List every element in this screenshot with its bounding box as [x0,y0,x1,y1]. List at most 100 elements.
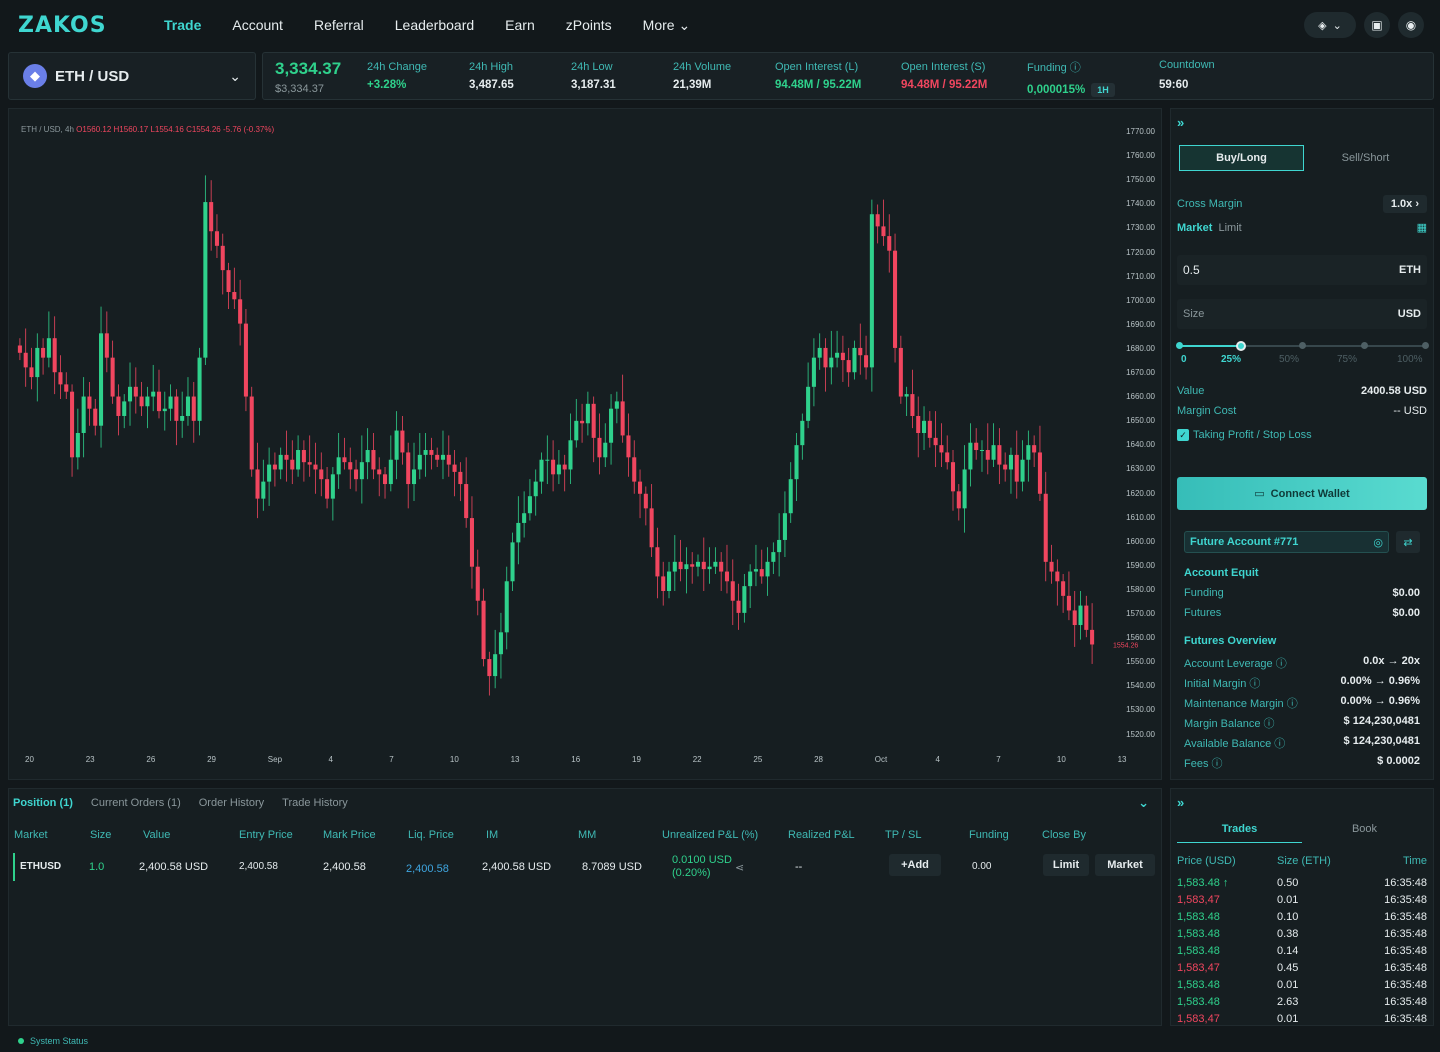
candle-body [510,542,515,582]
stat-24h-high: 24h High 3,487.65 [469,61,514,91]
tab-trades[interactable]: Trades [1177,823,1302,843]
candle-body [313,464,318,470]
wallet-icon[interactable]: ▣ [1364,12,1390,38]
price-chart[interactable]: ETH / USD, 4h O1560.12 H1560.17 L1554.16… [8,108,1162,780]
nav-earn[interactable]: Earn [505,16,535,33]
funding-timeframe-select[interactable]: 1H [1091,83,1115,97]
network-icon: ◈ [1318,19,1327,32]
positions-header-cell: Size [90,829,112,841]
add-tpsl-button[interactable]: +Add [889,854,941,876]
candle-body [87,396,92,409]
candle-body [336,457,341,475]
candle-body [394,430,399,460]
tab-current-orders[interactable]: Current Orders (1) [90,797,181,809]
candle-body [829,357,834,368]
size-slider[interactable] [1176,341,1429,351]
nav-leaderboard[interactable]: Leaderboard [394,16,475,33]
candle-body [539,459,544,482]
nav-account[interactable]: Account [232,16,283,33]
system-status[interactable]: System Status [30,1036,89,1046]
candle-body [504,581,509,633]
network-selector[interactable]: ◈ ⌄ [1304,12,1356,38]
candle-body [133,386,138,397]
nav-more[interactable]: More [643,17,691,34]
overview-label: Maintenance Margin ⓘ [1184,698,1298,710]
x-tick-label: Sep [267,755,283,764]
close-market-button[interactable]: Market [1095,854,1155,876]
leverage-button[interactable]: 1.0x › [1382,195,1427,213]
slider-step-dot[interactable] [1360,342,1368,349]
overview-row: Margin Balance ⓘ $ 124,230,0481 [1184,715,1420,731]
slider-step-dot[interactable] [1176,342,1183,349]
candle-body [168,396,173,409]
slider-label[interactable]: 0 [1181,354,1187,365]
tab-position[interactable]: Position (1) [13,797,73,809]
nav-referral[interactable]: Referral [313,16,364,33]
candle-body [603,442,608,458]
x-tick-label: 29 [207,755,216,764]
slider-step-dot[interactable] [1299,342,1306,349]
margin-cost-label: Margin Cost [1177,405,1237,417]
candle-body [916,415,921,433]
candle-body [881,226,886,237]
trade-time: 16:35:48 [1384,894,1427,906]
collapse-icon[interactable]: ⌄ [1138,795,1149,810]
transfer-icon[interactable]: ⇄ [1396,531,1420,553]
candle-body [823,347,828,368]
candle-body [707,566,712,570]
y-tick-label: 1520.00 [1126,729,1155,739]
order-type-market[interactable]: Market [1177,221,1213,234]
tab-order-history[interactable]: Order History [198,797,265,809]
candle-body [406,452,411,485]
slider-label[interactable]: 50% [1279,354,1300,365]
calculator-icon[interactable]: ▦ [1416,222,1427,234]
stat-label: 24h Low [571,61,613,73]
position-upnl: 0.0100 USD [672,854,732,866]
y-axis: 1770.00 1760.00 1750.00 1740.00 1730.00 1720.… [1113,119,1155,739]
close-limit-button[interactable]: Limit [1043,854,1089,876]
slider-label[interactable]: 25% [1221,354,1242,365]
slider-label[interactable]: 75% [1337,354,1358,365]
candle-body [122,401,127,416]
candle-body [869,214,874,368]
pair-selector[interactable]: ◆ ETH / USD ⌄ [8,52,256,100]
y-tick-label: 1530.00 [1126,705,1155,715]
slider-handle[interactable] [1235,341,1246,351]
amount-input[interactable]: 0.5 ETH [1177,255,1427,285]
share-icon[interactable]: ⋖ [735,862,745,874]
stat-24h-volume: 24h Volume 21,39M [673,61,731,91]
nav-trade[interactable]: Trade [164,16,202,33]
candle-body [46,338,51,358]
stat-value: 21,39M [673,79,712,91]
buy-long-tab[interactable]: Buy/Long [1179,145,1304,171]
expand-icon[interactable]: » [1177,115,1185,130]
tpsl-row[interactable]: ✓ Taking Profit / Stop Loss [1177,429,1427,441]
slider-label[interactable]: 100% [1397,354,1423,365]
connect-wallet-button[interactable]: ▭ Connect Wallet [1177,477,1427,510]
order-type-limit[interactable]: Limit [1218,221,1242,234]
expand-icon[interactable]: » [1177,795,1185,810]
y-tick-label: 1670.00 [1126,368,1155,377]
tab-trade-history[interactable]: Trade History [282,797,348,809]
checkbox-checked-icon[interactable]: ✓ [1177,429,1189,441]
size-input[interactable]: Size USD [1177,299,1427,329]
nav-zpoints[interactable]: zPoints [565,16,612,33]
candle-body [93,408,98,426]
overview-label: Fees ⓘ [1184,758,1223,770]
candle-body [1026,445,1031,460]
sell-short-tab[interactable]: Sell/Short [1341,152,1390,164]
profile-icon[interactable]: ◉ [1398,12,1424,38]
slider-step-dot[interactable] [1422,342,1429,349]
tab-book[interactable]: Book [1351,823,1378,835]
x-tick-label: 23 [85,755,95,764]
candle-body [632,457,637,482]
candle-body [301,450,306,463]
equity-funding-value: $0.00 [1392,587,1420,599]
trade-size: 0.01 [1277,979,1299,991]
candle-body [35,347,40,378]
candle-body [214,231,219,246]
eye-icon[interactable]: ◎ [1373,536,1383,549]
candle-body [1084,605,1089,630]
future-account-selector[interactable]: Future Account #771 ◎ [1184,531,1389,553]
candle-body [568,440,573,470]
